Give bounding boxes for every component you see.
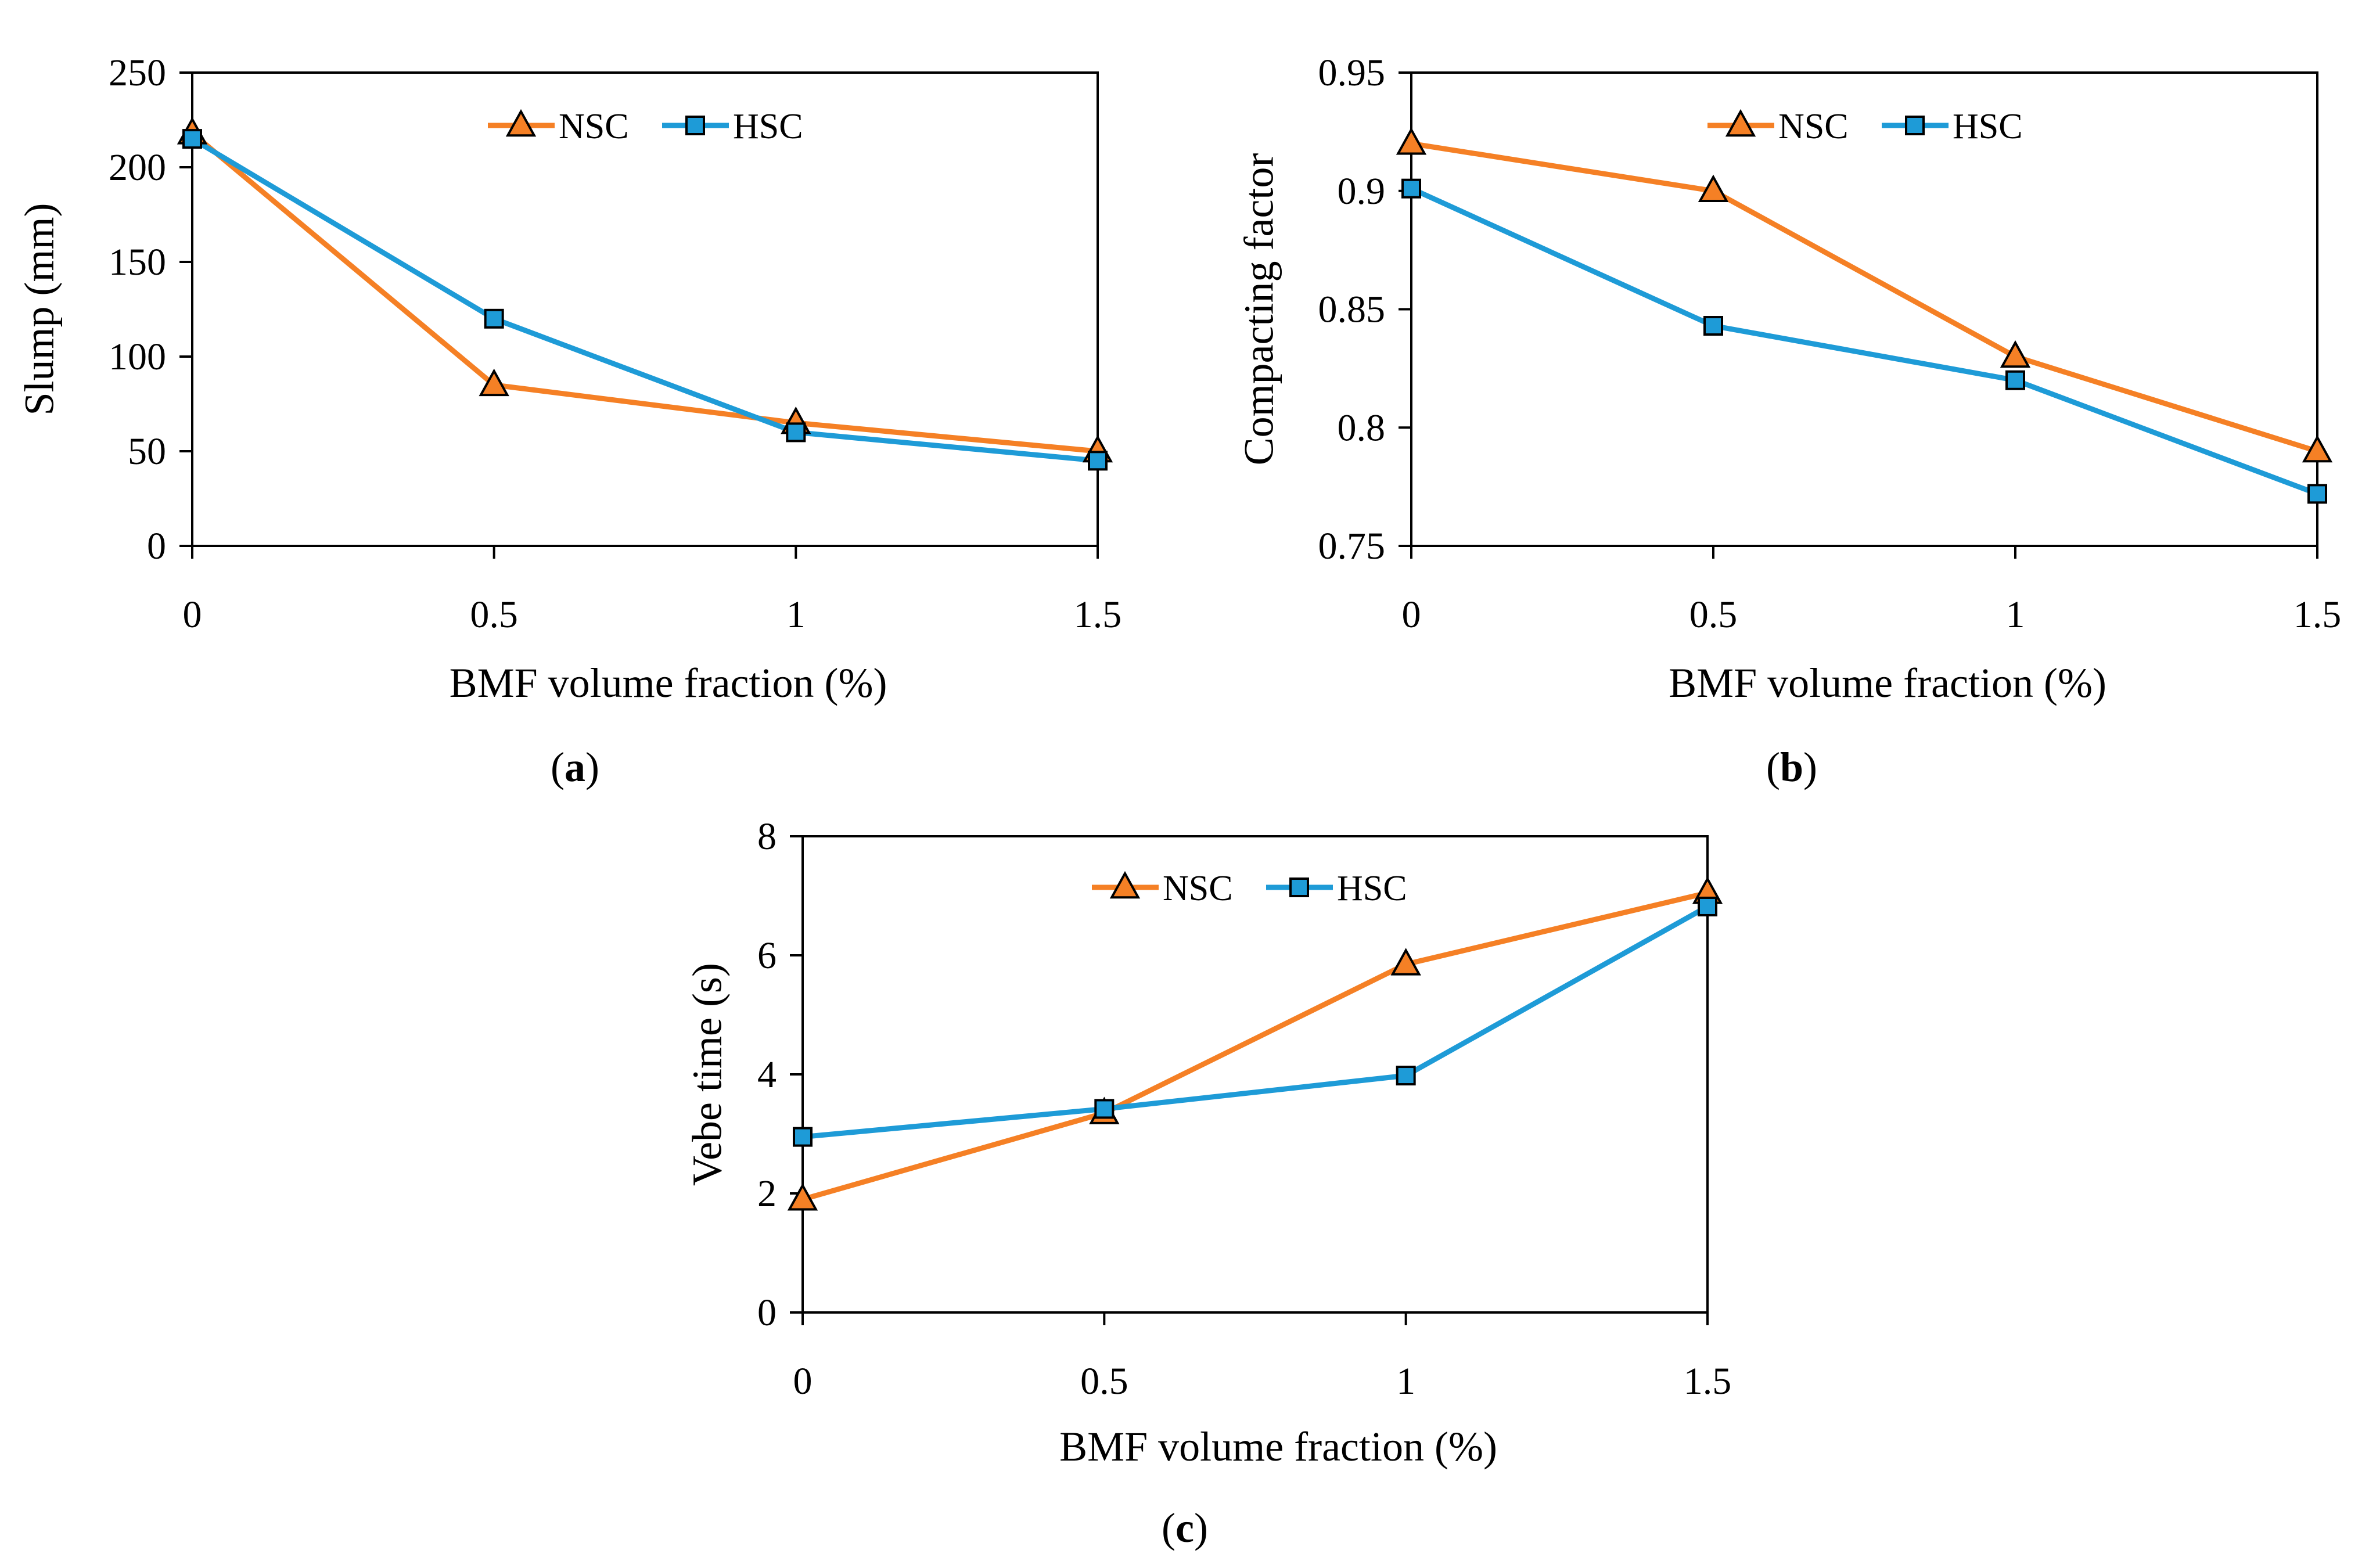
x-tick-label: 0: [183, 594, 202, 636]
data-point-hsc: [1396, 1066, 1416, 1086]
series-line-hsc: [802, 904, 1709, 1140]
x-tick-label: 1: [1396, 1360, 1415, 1402]
data-point-nsc: [2302, 434, 2333, 463]
y-axis-label: Compacting factor: [1236, 153, 1282, 466]
y-tick-label: 0: [147, 525, 166, 567]
y-tick-label: 4: [757, 1053, 777, 1096]
y-axis-label: Slump (mm): [16, 203, 63, 415]
legend-marker-nsc: [1725, 109, 1756, 137]
y-tick-label: 8: [757, 815, 777, 858]
data-point-hsc: [793, 1127, 813, 1147]
series-line-hsc: [1410, 186, 2318, 497]
y-tick-label: 0.9: [1338, 170, 1386, 213]
data-point-hsc: [2005, 370, 2025, 390]
plot-area-frame: [191, 71, 1099, 547]
y-tick-label: 200: [109, 146, 166, 189]
data-point-hsc: [484, 308, 504, 329]
x-axis-label: BMF volume fraction (%): [450, 660, 887, 706]
legend-marker-hsc: [685, 116, 705, 135]
legend-marker-hsc: [1905, 116, 1925, 135]
series-line-nsc: [801, 890, 1709, 1202]
legend-marker-nsc: [1109, 871, 1141, 899]
y-tick-label: 2: [757, 1173, 777, 1215]
x-tick-label: 1.5: [1074, 594, 1122, 636]
data-point-hsc: [1094, 1099, 1115, 1119]
data-point-hsc: [1401, 178, 1421, 199]
x-tick-label: 0: [793, 1360, 813, 1402]
chart-panel-b: 0.75 0.8 0.85 0.9 0.95 0 0.5 1 1.5 BMF volume fra…: [1236, 52, 2342, 790]
panel-caption: (a): [551, 744, 599, 790]
x-tick-label: 0.5: [1080, 1360, 1128, 1402]
plot-area-frame: [1410, 71, 2318, 547]
y-tick-label: 150: [109, 241, 166, 283]
data-point-nsc: [2000, 340, 2031, 368]
legend-label-hsc: HSC: [1953, 107, 2023, 146]
series-line-nsc: [190, 131, 1098, 454]
y-tick-label: 0: [757, 1292, 777, 1334]
panel-caption: (b): [1766, 744, 1817, 790]
y-tick-label: 50: [128, 430, 166, 473]
x-tick-label: 0.5: [1689, 594, 1738, 636]
legend-label-hsc: HSC: [1337, 869, 1407, 908]
y-tick-label: 0.85: [1318, 289, 1386, 331]
legend-marker-hsc: [1289, 877, 1309, 897]
data-point-nsc: [1390, 948, 1421, 976]
data-point-hsc: [1698, 896, 1717, 916]
legend-label-nsc: NSC: [1778, 107, 1849, 146]
legend: NSC HSC: [488, 107, 803, 146]
y-tick-label: 250: [109, 52, 166, 94]
y-tick-label: 6: [757, 934, 777, 977]
data-point-nsc: [479, 368, 509, 397]
data-point-hsc: [2307, 484, 2327, 504]
x-tick-label: 1.5: [1684, 1360, 1732, 1402]
chart-panel-c: 0 2 4 6 8 0 0.5 1 1.5 BMF volume fraction (%) Vebe…: [684, 815, 1732, 1551]
x-axis-label: BMF volume fraction (%): [1669, 660, 2106, 706]
y-tick-label: 0.95: [1318, 52, 1386, 94]
x-tick-label: 1.5: [2293, 594, 2342, 636]
y-tick-label: 0.8: [1338, 407, 1386, 449]
x-tick-label: 1: [2006, 594, 2025, 636]
x-tick-label: 0.5: [470, 594, 518, 636]
x-tick-label: 0: [1402, 594, 1421, 636]
legend-label-nsc: NSC: [1163, 869, 1233, 908]
x-tick-label: 1: [786, 594, 806, 636]
chart-panel-a: 0 50 100 150 200 250 0 0.5 1 1.5 BMF volume fracti…: [16, 52, 1122, 790]
y-axis-label: Vebe time (s): [684, 963, 731, 1186]
panel-caption: (c): [1162, 1505, 1208, 1551]
legend-label-hsc: HSC: [733, 107, 803, 146]
data-point-nsc: [1396, 127, 1427, 155]
legend: NSC HSC: [1092, 869, 1407, 908]
legend: NSC HSC: [1707, 107, 2023, 146]
data-point-nsc: [1698, 174, 1729, 203]
series-line-hsc: [190, 136, 1098, 463]
data-point-hsc: [786, 422, 806, 443]
data-point-hsc: [1703, 316, 1723, 336]
series-line-nsc: [1411, 141, 2318, 454]
data-point-hsc: [1088, 451, 1108, 471]
legend-label-nsc: NSC: [559, 107, 629, 146]
y-tick-label: 0.75: [1318, 525, 1386, 567]
data-point-hsc: [182, 129, 202, 149]
plot-area-frame: [801, 835, 1709, 1314]
data-point-nsc: [787, 1183, 818, 1211]
x-axis-label: BMF volume fraction (%): [1059, 1423, 1497, 1470]
y-tick-label: 100: [109, 336, 166, 378]
legend-marker-nsc: [505, 109, 537, 137]
